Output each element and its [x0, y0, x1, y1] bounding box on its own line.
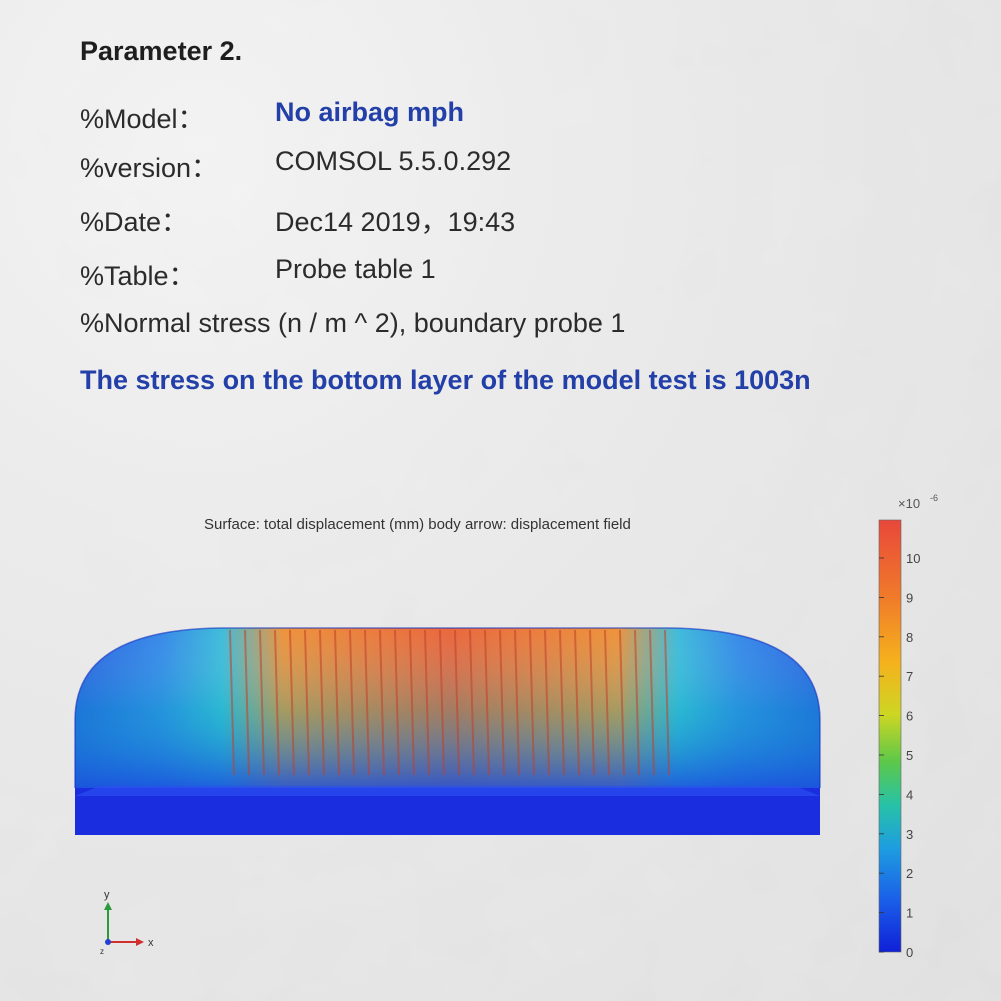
displacement-fin — [334, 629, 340, 776]
displacement-fin — [304, 629, 310, 776]
colorbar-tick-label: 5 — [906, 748, 913, 763]
colorbar-tick-label: 3 — [906, 827, 913, 842]
colorbar-tick-label: 10 — [906, 551, 920, 566]
param-key: %version： — [80, 153, 219, 183]
param-key: %Model： — [80, 104, 205, 134]
param-key: %Date： — [80, 207, 189, 237]
y-axis-label: y — [104, 889, 110, 901]
colorbar-exponent: -6 — [930, 493, 938, 503]
displacement-fin — [379, 629, 385, 776]
displacement-fin — [529, 629, 535, 776]
displacement-fin — [664, 629, 670, 776]
displacement-fin — [394, 629, 400, 776]
param-value: COMSOL 5.5.0.292 — [275, 146, 512, 176]
displacement-fin — [424, 629, 430, 776]
colorbar-tick-label: 9 — [906, 590, 913, 605]
displacement-fin — [259, 629, 265, 776]
displacement-fin — [349, 629, 355, 776]
simulation-plot — [74, 627, 821, 835]
displacement-fin — [364, 629, 370, 776]
page-title: Parameter 2. — [80, 36, 243, 66]
colorbar-tick-label: 2 — [906, 866, 913, 881]
param-value: Probe table 1 — [275, 254, 436, 284]
displacement-fin — [634, 629, 640, 776]
displacement-fin — [574, 629, 580, 776]
colorbar-tick-label: 8 — [906, 630, 913, 645]
displacement-fin — [544, 629, 550, 776]
displacement-fin — [469, 629, 475, 776]
displacement-fin — [409, 629, 415, 776]
displacement-fin — [649, 629, 655, 776]
displacement-fin — [229, 629, 235, 776]
param-key: %Table： — [80, 261, 196, 291]
displacement-fin — [619, 629, 625, 776]
x-axis-label: x — [148, 937, 154, 949]
displacement-fin — [289, 629, 295, 776]
colorbar-tick-label: 6 — [906, 709, 913, 724]
colorbar-tick-label: 1 — [906, 906, 913, 921]
colorbar-multiplier: ×10 — [898, 496, 920, 511]
stress-description: %Normal stress (n / m ^ 2), boundary pro… — [80, 308, 626, 338]
colorbar-tick-label: 4 — [906, 787, 913, 802]
param-value: No airbag mph — [275, 97, 465, 127]
conclusion-text: The stress on the bottom layer of the mo… — [80, 365, 811, 395]
displacement-fin — [604, 629, 610, 776]
z-axis-dot — [105, 939, 111, 945]
displacement-fin — [589, 629, 595, 776]
plot-title: Surface: total displacement (mm) body ar… — [204, 516, 631, 533]
colorbar-tick-label: 7 — [906, 669, 913, 684]
displacement-fin — [499, 629, 505, 776]
z-axis-label: z — [100, 947, 104, 954]
displacement-fin — [439, 629, 445, 776]
colorbar-gradient — [878, 519, 902, 953]
displacement-fin — [454, 629, 460, 776]
param-value: Dec14 2019，19:43 — [275, 207, 516, 237]
displacement-fin — [274, 629, 280, 776]
displacement-fin — [319, 629, 325, 776]
displacement-fin — [559, 629, 565, 776]
displacement-fin — [514, 629, 520, 776]
displacement-fin — [484, 629, 490, 776]
axis-triad: y x z — [100, 889, 154, 954]
colorbar-tick-label: 0 — [906, 945, 913, 960]
displacement-fin — [244, 629, 250, 776]
